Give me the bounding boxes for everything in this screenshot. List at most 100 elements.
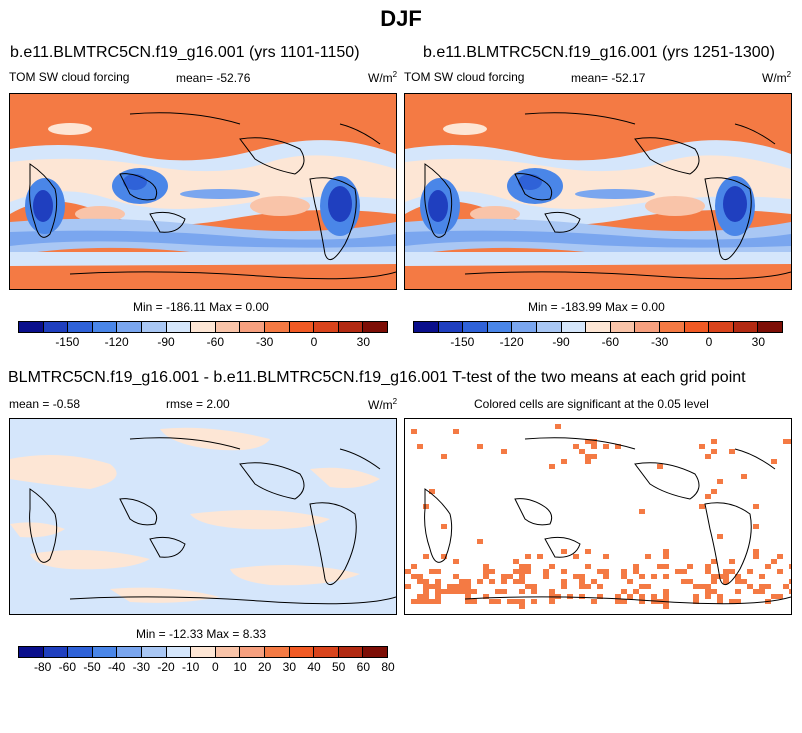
significant-cell [621,599,627,604]
colorbar-cell [438,322,464,332]
significant-cell [687,579,693,584]
significant-cell [429,584,435,589]
panel2-field [405,94,791,289]
significant-cell [747,584,753,589]
significant-cell [585,549,591,554]
colorbar-cell [117,647,142,657]
colorbar-cell [338,647,364,657]
significant-cell [513,579,519,584]
significant-cell [603,574,609,579]
significant-cell [693,599,699,604]
colorbar-tick-label: -40 [107,660,126,674]
colorbar-cell [43,322,69,332]
significant-cell [747,569,753,574]
significant-cell [411,429,417,434]
panel2-map [404,93,792,290]
significant-cell [489,569,495,574]
significant-cell [585,459,591,464]
significant-cell [663,564,669,569]
significant-cell [501,579,507,584]
colorbar-cell [141,322,167,332]
significant-cell [723,574,729,579]
colorbar-cell [733,322,759,332]
figure-title: DJF [380,6,422,31]
significant-cell [519,564,525,569]
significant-cell [561,459,567,464]
significant-cell [663,574,669,579]
significant-cell [645,554,651,559]
significant-cell [663,589,669,594]
significant-cell [765,564,771,569]
significant-cell [735,589,741,594]
significant-cell [729,449,735,454]
significant-cell [729,569,735,574]
significant-cell [681,579,687,584]
significant-cell [561,579,567,584]
significant-cell [561,584,567,589]
significant-cell [459,589,465,594]
significant-cell [435,584,441,589]
diff-units: W/m2 [368,397,398,412]
significant-cell [447,584,453,589]
significant-cell [411,574,417,579]
colorbar-cell [19,322,44,332]
significant-cell [501,574,507,579]
ttest-title: T-test of the two means at each grid poi… [452,369,746,386]
significant-cell [615,444,621,449]
colorbar-cell [166,322,192,332]
colorbar-tick-label: 50 [331,660,346,674]
significant-cell [639,574,645,579]
colorbar-cell [166,647,192,657]
significant-cell [579,584,585,589]
significant-cell [555,424,561,429]
significant-cell [771,594,777,599]
significant-cell [777,554,783,559]
significant-cell [465,599,471,604]
significant-cell [735,574,741,579]
significant-cell [435,569,441,574]
panel1-units: W/m2 [368,70,398,85]
significant-cell [531,584,537,589]
significant-cell [621,589,627,594]
significant-cell [519,569,525,574]
significant-cell [639,509,645,514]
significant-cell [471,599,477,604]
colorbar-tick-label: 10 [233,660,247,674]
significant-cell [567,594,573,599]
colorbar-cell [141,647,167,657]
significant-cell [477,444,483,449]
significant-cell [543,569,549,574]
significant-cell [513,599,519,604]
colorbar-cell [338,322,364,332]
significant-cell [423,594,429,599]
significant-cell [705,569,711,574]
colorbar-cell [363,647,387,657]
significant-cell [531,589,537,594]
colorbar-tick-label: -120 [104,335,129,349]
significant-cell [465,579,471,584]
significant-cell [525,584,531,589]
significant-cell [705,584,711,589]
significant-cell [627,579,633,584]
significant-cell [705,494,711,499]
significant-cell [699,504,705,509]
significant-cell [525,564,531,569]
panel2-title: b.e11.BLMTRC5CN.f19_g16.001 (yrs 1251-13… [423,44,775,61]
significant-cell [639,594,645,599]
significant-cell [459,584,465,589]
panel2-mean: mean= -52.17 [571,71,646,85]
significant-cell [663,554,669,559]
significant-cell [501,589,507,594]
significant-cell [519,599,525,604]
significant-cell [585,439,591,444]
colorbar-tick-label: 0 [211,660,219,674]
significant-cell [543,574,549,579]
colorbar-cell [68,322,93,332]
significant-cell [417,599,423,604]
diff-rmse: rmse = 2.00 [166,397,230,411]
significant-cell [753,589,759,594]
significant-cell [621,569,627,574]
diff-minmax: Min = -12.33 Max = 8.33 [136,627,267,641]
colorbar-cell [414,322,439,332]
significant-cell [705,594,711,599]
